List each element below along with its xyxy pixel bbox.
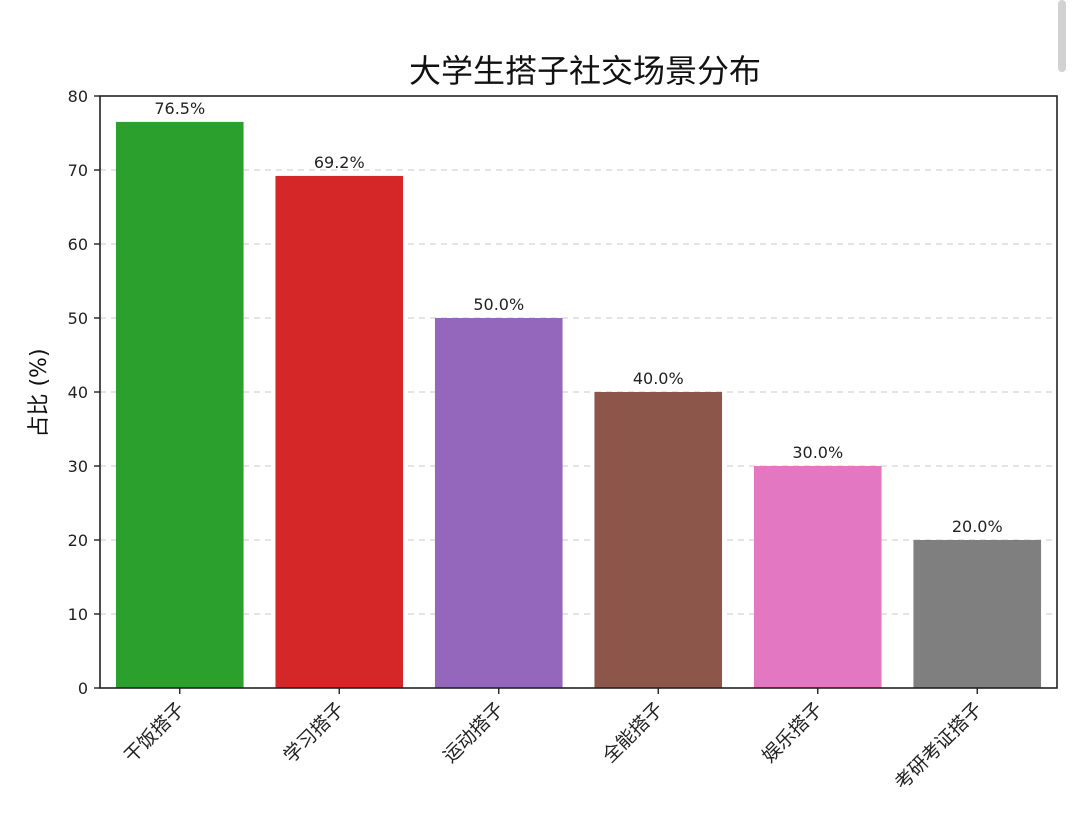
y-tick-label: 0	[78, 679, 88, 698]
y-tick-label: 30	[68, 457, 88, 476]
y-tick-label: 60	[68, 235, 88, 254]
bar	[753, 466, 882, 688]
bar-value-label: 20.0%	[952, 517, 1003, 536]
bar	[594, 392, 723, 688]
y-tick-label: 20	[68, 531, 88, 550]
bar-value-label: 30.0%	[792, 443, 843, 462]
bar	[913, 540, 1042, 688]
x-ticks: 干饭搭子 学习搭子 运动搭子 全能搭子 娱乐搭子 考研考证搭子	[120, 688, 987, 794]
bar-value-label: 76.5%	[154, 99, 205, 118]
chart-title: 大学生搭子社交场景分布	[409, 52, 761, 90]
x-category-label: 娱乐搭子	[758, 698, 827, 767]
bar	[275, 175, 404, 689]
y-axis-label: 占比 (%)	[27, 348, 52, 437]
y-tick-label: 80	[68, 87, 88, 106]
bar-value-label: 50.0%	[473, 295, 524, 314]
y-tick-label: 40	[68, 383, 88, 402]
bars	[115, 121, 1042, 689]
bar-value-label: 40.0%	[633, 369, 684, 388]
y-tick-label: 10	[68, 605, 88, 624]
x-category-label: 全能搭子	[598, 698, 667, 767]
bar	[115, 121, 244, 688]
y-ticks: 0 10 20 30 40 50 60 70 80	[68, 87, 100, 698]
x-category-label: 干饭搭子	[120, 698, 189, 767]
y-tick-label: 50	[68, 309, 88, 328]
y-tick-label: 70	[68, 161, 88, 180]
x-category-label: 考研考证搭子	[891, 698, 987, 794]
bar	[434, 318, 563, 688]
scrollbar-thumb[interactable]	[1058, 0, 1066, 72]
x-category-label: 运动搭子	[439, 698, 508, 767]
x-category-label: 学习搭子	[279, 698, 348, 767]
gridlines	[100, 95, 1057, 615]
value-labels: 76.5% 69.2% 50.0% 40.0% 30.0% 20.0%	[154, 99, 1002, 536]
bar-value-label: 69.2%	[314, 153, 365, 172]
